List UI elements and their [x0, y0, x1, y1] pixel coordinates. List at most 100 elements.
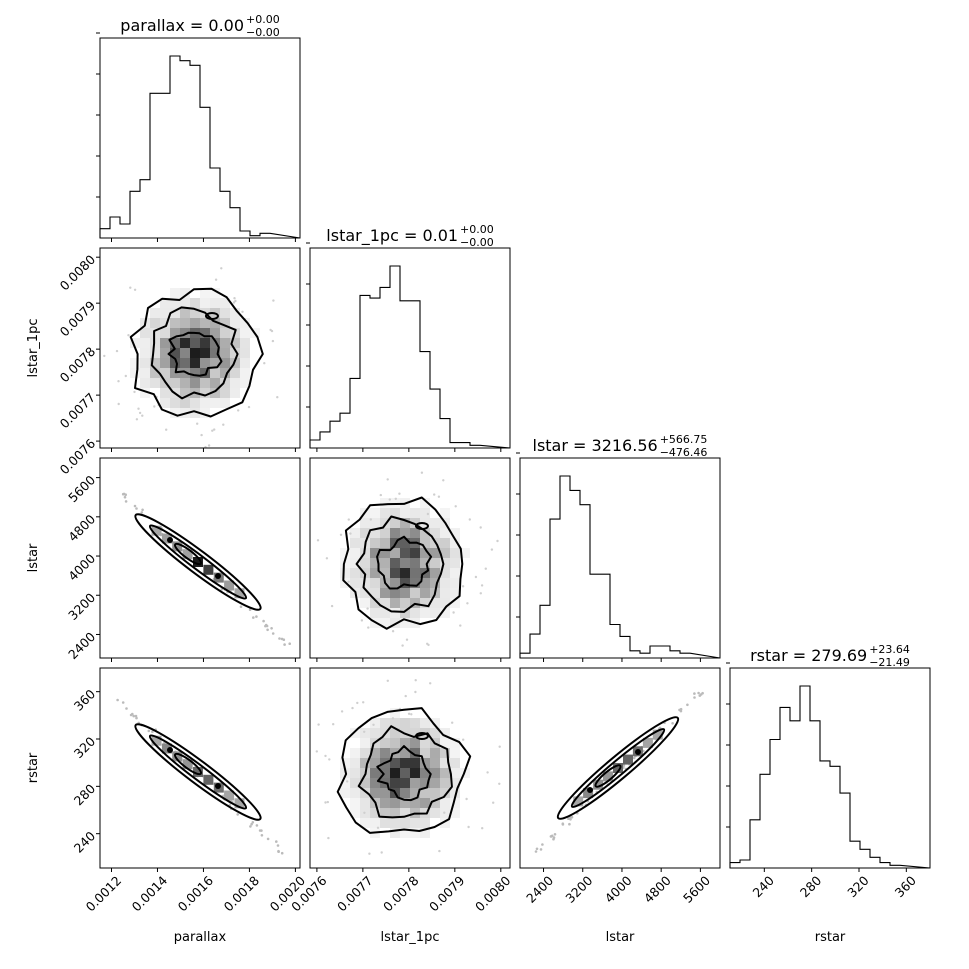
sample-point: [277, 849, 280, 853]
sample-point: [467, 825, 470, 829]
sample-point: [222, 423, 225, 426]
density-cell: [150, 318, 160, 328]
contour-inner: [376, 745, 432, 802]
density-cell: [210, 398, 220, 408]
panel-title-rstar: rstar = 279.69 +23.64−21.49: [750, 643, 910, 669]
sample-point: [386, 478, 389, 481]
density-cell: [203, 774, 214, 785]
x-tick-label-lstar_1pc: 0.0080: [472, 873, 514, 915]
density-cell: [360, 818, 370, 828]
density-cell: [400, 718, 410, 728]
density-cell: [410, 748, 420, 758]
sample-point: [356, 701, 359, 705]
density-cell: [190, 348, 200, 358]
density-cell: [140, 368, 150, 378]
density-cell: [380, 558, 390, 568]
title-minus: −0.00: [460, 236, 494, 249]
density-cell: [450, 568, 460, 578]
title-text: lstar_1pc = 0.01: [326, 226, 458, 246]
sample-point: [678, 708, 681, 712]
sample-point: [671, 722, 674, 725]
density-cell: [370, 768, 380, 778]
sample-point: [153, 405, 156, 408]
density-cell: [420, 588, 430, 598]
density-cell: [440, 728, 450, 738]
density-cell: [220, 328, 230, 338]
density-cell: [420, 538, 430, 548]
density-cell: [380, 508, 390, 518]
sample-point: [124, 500, 128, 503]
density-cell: [430, 778, 440, 788]
histogram-lstar_1pc: [309, 265, 511, 449]
density-cell: [240, 348, 250, 358]
sample-point: [443, 811, 446, 814]
density-cell: [390, 798, 400, 808]
x-tick-label-parallax: 0.0016: [175, 873, 217, 915]
density-cell: [370, 778, 380, 788]
density-cell: [200, 318, 210, 328]
sample-point: [426, 642, 429, 645]
x-tick-label-parallax: 0.0012: [83, 873, 125, 915]
density-cell: [410, 608, 420, 618]
density-cell: [390, 508, 400, 518]
density-cell: [170, 408, 180, 418]
title-text: parallax = 0.00: [120, 16, 244, 35]
sample-point: [552, 837, 555, 841]
density-cell: [200, 398, 210, 408]
sample-point: [349, 532, 352, 535]
sample-point: [271, 339, 275, 343]
density-cell: [420, 798, 430, 808]
panel-rstar-vs-lstar_1pc: [309, 667, 511, 872]
density-cell: [170, 288, 180, 298]
density-cell: [161, 743, 172, 754]
sample-point: [275, 840, 278, 843]
density-cell: [400, 508, 410, 518]
density-cell: [440, 788, 450, 798]
density-cell: [220, 388, 230, 398]
sample-point: [429, 682, 432, 685]
density-cell: [370, 508, 380, 518]
density-cell: [400, 808, 410, 818]
density-cell: [170, 338, 180, 348]
histogram-parallax: [99, 55, 301, 239]
panel-frame: [309, 457, 511, 659]
sample-point: [282, 638, 286, 641]
sample-point: [369, 518, 372, 521]
sample-point: [200, 433, 203, 437]
sample-point: [479, 526, 482, 529]
sample-point: [468, 518, 471, 521]
sample-point: [347, 580, 350, 583]
sample-point: [117, 380, 120, 383]
density-cell: [220, 318, 230, 328]
density-cell: [160, 298, 170, 308]
density-cell: [440, 758, 450, 768]
sample-point: [251, 821, 255, 824]
density-cell: [150, 308, 160, 318]
density-peak: [215, 783, 221, 789]
density-cell: [400, 518, 410, 528]
sample-point: [141, 414, 144, 417]
sample-point: [135, 418, 139, 421]
density-cell: [410, 508, 420, 518]
density-cell: [390, 518, 400, 528]
sample-point: [442, 479, 445, 482]
density-cell: [210, 328, 220, 338]
x-tick-label-rstar: 240: [750, 873, 778, 901]
density-peak: [587, 787, 593, 793]
density-cell: [430, 728, 440, 738]
density-cell: [450, 758, 460, 768]
density-cell: [160, 368, 170, 378]
x-tick-label-lstar: 3200: [562, 873, 595, 906]
sample-point: [380, 851, 383, 854]
density-cell: [380, 528, 390, 538]
sample-point: [255, 824, 259, 827]
sample-point: [339, 533, 343, 536]
x-tick-label-lstar_1pc: 0.0079: [426, 873, 468, 915]
sample-point: [561, 822, 565, 825]
sample-point: [266, 837, 270, 841]
sample-point: [693, 696, 696, 699]
y-axis-label-lstar: lstar: [26, 543, 41, 572]
y-tick-label-lstar: 4000: [65, 551, 98, 584]
